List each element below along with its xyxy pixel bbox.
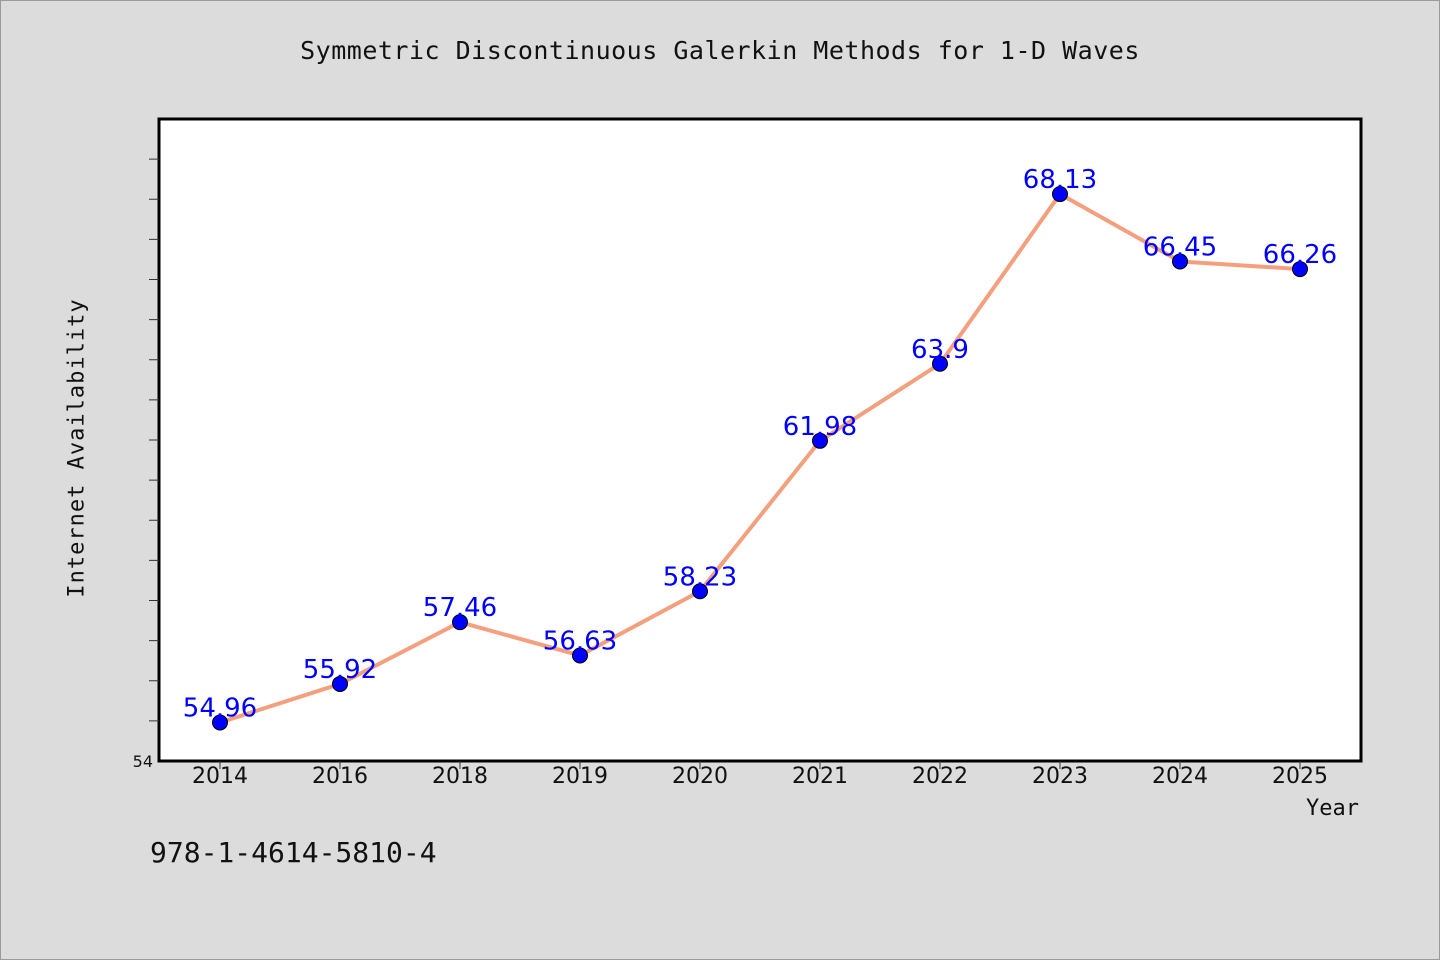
data-label: 63.9 <box>911 335 969 365</box>
data-point <box>1052 186 1068 203</box>
data-label: 57.46 <box>423 593 497 623</box>
data-point <box>692 583 708 600</box>
x-tick-label: 2021 <box>792 764 848 789</box>
x-tick-label: 2023 <box>1032 764 1088 789</box>
data-label: 58.23 <box>663 562 737 592</box>
data-label: 56.63 <box>543 626 617 656</box>
x-tick-label: 2018 <box>432 764 488 789</box>
x-tick-label: 2024 <box>1152 764 1208 789</box>
x-tick-label: 2019 <box>552 764 608 789</box>
x-axis-title: Year <box>1306 796 1359 821</box>
series-line <box>219 192 1301 725</box>
x-tick-label: 2025 <box>1272 764 1328 789</box>
data-point <box>932 355 948 372</box>
x-tick-label: 2022 <box>912 764 968 789</box>
data-label: 66.26 <box>1263 240 1337 270</box>
data-point <box>452 614 468 631</box>
data-label: 66.45 <box>1143 232 1217 262</box>
chart-title: Symmetric Discontinuous Galerkin Methods… <box>300 36 1140 65</box>
data-label: 54.96 <box>183 693 257 723</box>
x-tick-label: 2016 <box>312 764 368 789</box>
data-label: 68.13 <box>1023 165 1097 195</box>
y-tick-label: 54 <box>133 752 153 771</box>
data-label: 61.98 <box>783 412 857 442</box>
x-tick-label: 2014 <box>192 764 248 789</box>
data-label: 55.92 <box>303 655 377 685</box>
isbn-text: 978-1-4614-5810-4 <box>150 836 437 869</box>
data-point <box>1292 261 1308 278</box>
data-point <box>812 432 828 449</box>
data-point <box>332 675 348 692</box>
data-point <box>1172 253 1188 270</box>
data-point <box>572 647 588 664</box>
plot-background <box>157 117 1363 763</box>
data-point <box>212 714 228 731</box>
x-tick-label: 2020 <box>672 764 728 789</box>
